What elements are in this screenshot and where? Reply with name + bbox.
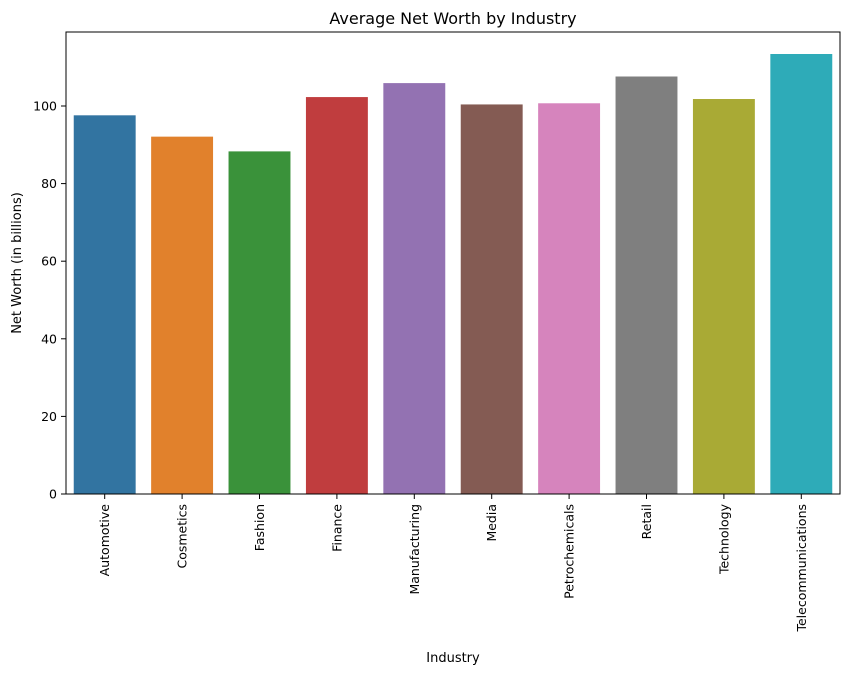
y-tick-label: 60 xyxy=(41,254,57,269)
bar-petrochemicals xyxy=(538,103,601,494)
bar-automotive xyxy=(73,115,136,494)
bar-media xyxy=(460,104,523,494)
x-tick-label-automotive: Automotive xyxy=(97,504,112,577)
x-tick-label-petrochemicals: Petrochemicals xyxy=(562,504,577,599)
bar-finance xyxy=(305,97,368,494)
x-tick-label-technology: Technology xyxy=(716,503,731,575)
x-tick-label-fashion: Fashion xyxy=(252,504,267,551)
bar-cosmetics xyxy=(151,136,214,494)
x-tick-label-retail: Retail xyxy=(639,504,654,539)
chart-title: Average Net Worth by Industry xyxy=(329,9,576,28)
x-tick-label-finance: Finance xyxy=(329,504,344,552)
y-axis-label: Net Worth (in billions) xyxy=(10,192,25,334)
bar-telecommunications xyxy=(770,54,833,494)
x-axis: Automotive Cosmetics Fashion Finance Manufac… xyxy=(97,494,809,633)
x-tick-label-cosmetics: Cosmetics xyxy=(175,504,190,569)
x-tick-label-media: Media xyxy=(484,504,499,542)
y-tick-label: 20 xyxy=(41,409,57,424)
y-tick-label: 40 xyxy=(41,331,57,346)
y-axis: 0 20 40 60 80 100 xyxy=(33,98,66,502)
bar-retail xyxy=(615,76,678,494)
y-tick-label: 0 xyxy=(49,487,57,502)
x-tick-label-manufacturing: Manufacturing xyxy=(407,504,422,595)
bar-manufacturing xyxy=(383,83,446,494)
x-axis-label: Industry xyxy=(426,651,480,666)
bars-group xyxy=(73,54,833,494)
bar-technology xyxy=(692,99,755,494)
plot-frame xyxy=(65,31,841,495)
bar-fashion xyxy=(228,151,291,494)
x-tick-label-telecommunications: Telecommunications xyxy=(794,504,809,633)
y-tick-label: 80 xyxy=(41,176,57,191)
y-tick-label: 100 xyxy=(33,98,57,113)
